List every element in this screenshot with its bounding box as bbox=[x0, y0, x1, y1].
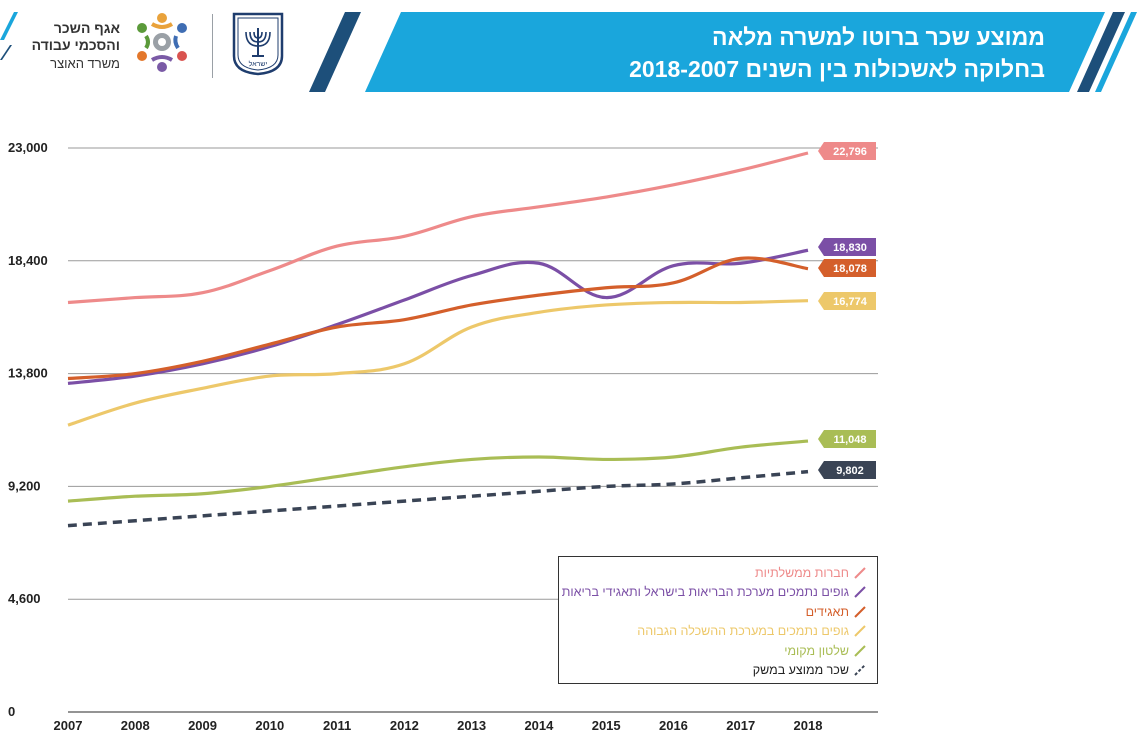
end-label-text: 16,774 bbox=[833, 296, 868, 308]
end-value-label: 18,830 bbox=[818, 238, 876, 256]
state-emblem-icon: ישראל bbox=[232, 12, 284, 76]
series-line bbox=[67, 248, 809, 385]
logo-divider bbox=[212, 14, 213, 78]
legend-swatch-icon bbox=[854, 645, 866, 657]
legend-label: גופים נתמכים מערכת הבריאות בישראל ותאגיד… bbox=[561, 585, 849, 600]
legend-swatch-icon bbox=[854, 567, 866, 579]
end-value-label: 9,802 bbox=[818, 461, 876, 479]
end-label-text: 9,802 bbox=[836, 465, 864, 477]
end-label-badge bbox=[818, 142, 876, 160]
legend-swatch-icon bbox=[854, 664, 866, 676]
x-tick-label: 2017 bbox=[726, 718, 755, 733]
logo-area: אגף השכר והסכמי עבודה משרד האוצר bbox=[0, 0, 300, 100]
emblem-text: ישראל bbox=[249, 60, 268, 68]
legend-entry: גופים נתמכים במערכת ההשכלה הגבוהה bbox=[565, 622, 867, 642]
end-label-layer: 22,796 18,830 18,078 16,774 11,048 9,802 bbox=[818, 142, 876, 479]
end-value-label: 22,796 bbox=[818, 142, 876, 160]
chart-title-line2: בחלוקה לאשכולות בין השנים 2018-2007 bbox=[629, 56, 1045, 82]
legend-entry: גופים נתמכים מערכת הבריאות בישראל ותאגיד… bbox=[561, 583, 867, 603]
legend-swatch-icon bbox=[854, 625, 866, 637]
legend-entry: שלטון מקומי bbox=[565, 641, 867, 661]
axis-layer: 0 4,600 9,200 13,800 18,400 23,000 2007 2008 200… bbox=[8, 140, 822, 733]
x-tick-label: 2018 bbox=[794, 718, 823, 733]
series-layer bbox=[67, 151, 809, 528]
legend-swatch-icon bbox=[854, 586, 866, 598]
left-stripe-icon bbox=[0, 12, 18, 60]
legend-label: תאגידים bbox=[805, 604, 849, 619]
legend: חברות ממשלתיות גופים נתמכים מערכת הבריאות… bbox=[558, 556, 878, 684]
end-value-label: 18,078 bbox=[818, 259, 876, 277]
y-tick-label: 0 bbox=[8, 704, 15, 719]
x-tick-label: 2010 bbox=[255, 718, 284, 733]
y-tick-label: 18,400 bbox=[8, 253, 48, 268]
end-label-badge bbox=[818, 259, 876, 277]
y-tick-label: 23,000 bbox=[8, 140, 48, 155]
end-label-badge bbox=[818, 238, 876, 256]
end-label-text: 18,078 bbox=[833, 263, 867, 275]
end-label-text: 18,830 bbox=[833, 242, 867, 254]
series-line bbox=[67, 299, 809, 427]
end-label-badge bbox=[818, 430, 876, 448]
y-tick-label: 13,800 bbox=[8, 366, 48, 381]
legend-label: שלטון מקומי bbox=[784, 643, 849, 658]
series-line bbox=[67, 469, 809, 528]
x-tick-label: 2012 bbox=[390, 718, 419, 733]
title-banner: ממוצע שכר ברוטו למשרה מלאה בחלוקה לאשכול… bbox=[305, 12, 1137, 92]
end-value-label: 16,774 bbox=[818, 292, 876, 310]
line-chart: 22,796 18,830 18,078 16,774 11,048 9,802 0 4,6… bbox=[8, 140, 878, 733]
department-name-line2: והסכמי עבודה bbox=[31, 37, 120, 53]
legend-entry: חברות ממשלתיות bbox=[565, 563, 867, 583]
y-tick-label: 9,200 bbox=[8, 478, 41, 493]
x-tick-label: 2016 bbox=[659, 718, 688, 733]
x-tick-label: 2008 bbox=[121, 718, 150, 733]
chart-title-line1: ממוצע שכר ברוטו למשרה מלאה bbox=[712, 24, 1045, 50]
legend-swatch-icon bbox=[854, 606, 866, 618]
series-line bbox=[67, 256, 809, 381]
ministry-name: משרד האוצר bbox=[50, 56, 120, 71]
end-label-text: 22,796 bbox=[833, 146, 867, 158]
legend-label: חברות ממשלתיות bbox=[754, 565, 849, 580]
series-line bbox=[67, 439, 809, 503]
end-label-text: 11,048 bbox=[833, 434, 866, 446]
end-label-badge bbox=[818, 461, 876, 479]
end-value-label: 11,048 bbox=[818, 430, 876, 448]
legend-label: גופים נתמכים במערכת ההשכלה הגבוהה bbox=[637, 624, 849, 639]
legend-label: שכר ממוצע במשק bbox=[752, 663, 849, 678]
y-tick-label: 4,600 bbox=[8, 591, 41, 606]
x-tick-label: 2011 bbox=[323, 718, 351, 733]
x-tick-label: 2015 bbox=[592, 718, 621, 733]
x-tick-label: 2014 bbox=[524, 718, 554, 733]
series-line bbox=[67, 151, 809, 305]
wage-department-logo-icon bbox=[137, 13, 187, 72]
legend-entry: שכר ממוצע במשק bbox=[565, 661, 867, 681]
department-name-line1: אגף השכר bbox=[53, 20, 120, 36]
x-tick-label: 2007 bbox=[54, 718, 83, 733]
end-label-badge bbox=[818, 292, 876, 310]
banner-shape bbox=[309, 12, 1137, 92]
x-tick-label: 2009 bbox=[188, 718, 217, 733]
x-tick-label: 2013 bbox=[457, 718, 486, 733]
legend-entry: תאגידים bbox=[565, 602, 867, 622]
